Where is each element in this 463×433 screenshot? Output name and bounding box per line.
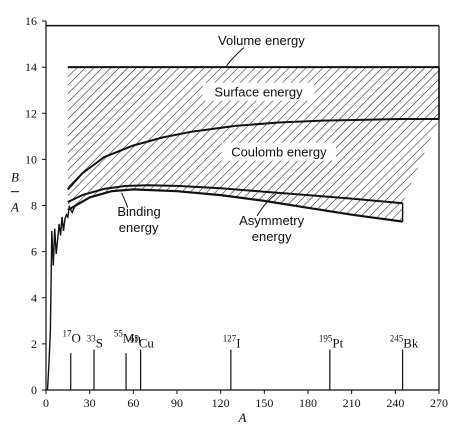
surface-energy-region (67, 67, 440, 190)
coulomb-energy-region (67, 119, 440, 204)
coulomb-energy-label: Coulomb energy (231, 145, 327, 160)
region-labels: Volume energy Surface energy Coulomb energ… (117, 31, 336, 244)
y-axis-label-denominator: A (10, 199, 19, 214)
energy-curves (46, 24, 440, 391)
axes: 0 30 60 90 120 150 180 210 240 2700246810121416AB… (10, 14, 448, 425)
asymmetry-label-line1: Asymmetry (239, 213, 305, 228)
asymmetry-label-line2: energy (252, 229, 292, 244)
x-tick-label: 210 (343, 396, 361, 410)
y-tick-label: 14 (25, 60, 37, 74)
volume-leader (226, 47, 245, 67)
y-tick-label: 2 (31, 337, 37, 351)
coulomb-energy-label-box (221, 142, 336, 161)
binding-leader (121, 192, 128, 207)
y-tick-label: 6 (31, 245, 37, 259)
y-axis-label-numerator: B (11, 169, 19, 184)
asymmetry-top-curve (67, 184, 403, 205)
y-tick-label: 10 (25, 152, 37, 166)
x-tick-label: 270 (430, 396, 448, 410)
x-tick-label: 60 (127, 396, 139, 410)
asymmetry-energy-region (67, 185, 403, 222)
x-tick-label: 180 (299, 396, 317, 410)
isotope-label: 245Bk (390, 333, 419, 350)
x-tick-label: 30 (84, 396, 96, 410)
x-tick-label: 240 (386, 396, 404, 410)
x-tick-label: 0 (43, 396, 49, 410)
isotope-label: 33S (87, 333, 103, 350)
isotope-label: 17O (63, 329, 81, 346)
surface-energy-label-box (202, 82, 315, 101)
x-tick-label: 120 (212, 396, 230, 410)
volume-energy-label-box (211, 31, 312, 50)
x-tick-label: 90 (171, 396, 183, 410)
y-tick-label: 12 (25, 106, 37, 120)
y-tick-label: 8 (31, 199, 37, 213)
binding-energy-curve (67, 188, 403, 223)
energy-regions (67, 67, 440, 222)
isotope-label: 55Mn (114, 329, 142, 346)
y-tick-label: 0 (31, 383, 37, 397)
binding-label-line1: Binding (117, 204, 160, 219)
surface-energy-label: Surface energy (214, 85, 303, 100)
volume-energy-label: Volume energy (218, 33, 305, 48)
x-axis-label: A (238, 410, 247, 425)
isotope-label: 127I (223, 333, 241, 350)
y-tick-label: 16 (25, 14, 37, 28)
isotope-label: 195Pt (319, 333, 344, 350)
isotope-label: 65Cu (130, 333, 155, 350)
asymmetry-leader (256, 193, 277, 217)
coulomb-top-curve (67, 118, 439, 191)
binding-label-line2: energy (119, 220, 159, 235)
x-tick-label: 150 (255, 396, 273, 410)
binding-energy-light-nuclei (46, 204, 76, 391)
y-tick-label: 4 (31, 291, 37, 305)
